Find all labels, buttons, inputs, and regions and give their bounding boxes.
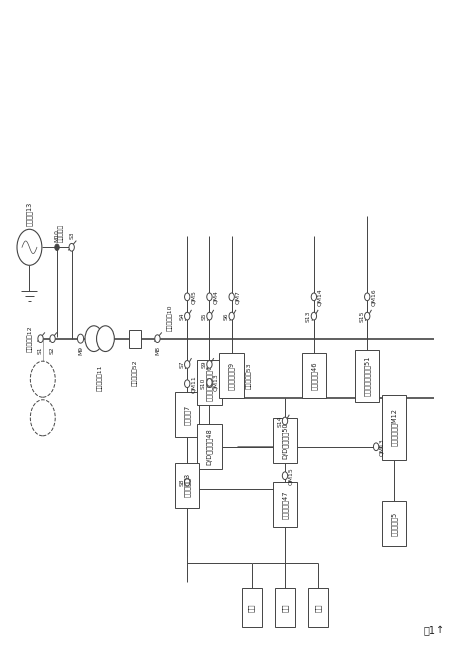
Text: 非智能控交流负药6: 非智能控交流负药6 [206, 364, 213, 400]
Bar [197, 424, 222, 469]
Text: 储能测量单元M12: 储能测量单元M12 [391, 408, 397, 447]
Circle shape [38, 335, 43, 343]
Bar [129, 330, 141, 348]
Bar [242, 588, 261, 627]
Bar [382, 502, 406, 546]
Circle shape [311, 312, 316, 320]
Circle shape [50, 335, 55, 343]
Text: QM11: QM11 [191, 375, 196, 393]
Text: 图1: 图1 [423, 625, 436, 635]
Bar [382, 395, 406, 459]
Text: 油电: 油电 [315, 604, 322, 612]
Text: 交流充电桇46: 交流充电桇46 [310, 361, 317, 390]
Text: M10: M10 [54, 229, 59, 242]
Text: S4: S4 [180, 312, 184, 320]
Circle shape [311, 293, 316, 300]
Text: S1: S1 [38, 347, 43, 354]
Circle shape [207, 361, 212, 368]
Text: 光电: 光电 [282, 604, 288, 612]
Circle shape [207, 293, 212, 300]
Text: 风电: 风电 [248, 604, 255, 612]
Bar [197, 360, 222, 405]
Bar [273, 482, 297, 527]
Text: QM4: QM4 [213, 290, 218, 304]
Text: 中压交流网12: 中压交流网12 [27, 325, 32, 352]
Circle shape [184, 293, 190, 300]
Bar [273, 418, 297, 463]
Circle shape [55, 244, 59, 251]
Text: 储能电池列3: 储能电池列3 [184, 473, 190, 497]
Circle shape [282, 472, 288, 480]
Text: 智能交流充电插甄51: 智能交流充电插甄51 [364, 356, 370, 396]
Text: M9: M9 [78, 347, 83, 356]
Text: 低压直流网53: 低压直流网53 [246, 363, 252, 389]
Text: 交流变压器11: 交流变压器11 [97, 364, 103, 391]
Text: QM15: QM15 [288, 467, 293, 485]
Text: S15: S15 [360, 310, 364, 322]
Circle shape [85, 326, 103, 352]
Text: 交流限流器52: 交流限流器52 [132, 360, 138, 386]
Bar [302, 354, 326, 398]
Text: S3: S3 [69, 232, 74, 239]
Text: QM13: QM13 [379, 438, 384, 456]
Text: 低压交流网10: 低压交流网10 [166, 304, 172, 331]
Text: QM5: QM5 [191, 290, 196, 304]
Text: S13: S13 [306, 310, 311, 322]
Bar [220, 354, 244, 398]
Text: 外网电源13: 外网电源13 [26, 202, 33, 226]
Circle shape [374, 443, 379, 450]
Circle shape [229, 312, 234, 320]
Text: S10: S10 [201, 378, 206, 389]
Bar [355, 350, 379, 402]
Text: QM14: QM14 [317, 288, 323, 306]
Bar [308, 588, 328, 627]
Circle shape [17, 229, 42, 265]
Text: S8: S8 [180, 478, 184, 486]
Circle shape [229, 293, 234, 300]
Circle shape [207, 380, 212, 387]
Text: D/D转换单刁48: D/D转换单刁48 [206, 428, 213, 465]
Text: S9: S9 [202, 361, 207, 368]
Text: QM16: QM16 [371, 288, 376, 306]
Text: S5: S5 [202, 312, 207, 320]
Circle shape [184, 380, 190, 387]
Circle shape [207, 378, 212, 386]
Circle shape [97, 326, 114, 352]
Text: D/D转换单刁50: D/D转换单刁50 [282, 422, 288, 459]
Circle shape [364, 293, 370, 300]
Circle shape [364, 312, 370, 320]
Text: 公共连接点: 公共连接点 [58, 224, 63, 242]
Circle shape [282, 417, 288, 425]
Bar [275, 588, 295, 627]
Circle shape [184, 361, 190, 368]
Circle shape [184, 312, 190, 320]
Text: ↑: ↑ [436, 625, 444, 635]
Circle shape [77, 334, 84, 343]
Text: 无功补偿单剸9: 无功补偿单剸9 [228, 362, 235, 390]
Text: S2: S2 [50, 347, 55, 354]
Text: 逆变单剸7: 逆变单剸7 [184, 404, 190, 424]
Circle shape [207, 312, 212, 320]
Text: 储能电池列5: 储能电池列5 [391, 512, 397, 536]
Circle shape [155, 335, 160, 343]
Circle shape [69, 243, 74, 251]
Bar [175, 463, 199, 508]
Text: QM7: QM7 [235, 290, 240, 304]
Text: 直流充电桇47: 直流充电桇47 [282, 491, 288, 519]
Text: S14: S14 [277, 415, 282, 426]
Bar [175, 392, 199, 437]
Text: S7: S7 [180, 361, 184, 368]
Circle shape [184, 478, 190, 486]
Text: M8: M8 [155, 347, 160, 356]
Text: S6: S6 [224, 312, 229, 320]
Text: QM13: QM13 [213, 374, 218, 391]
